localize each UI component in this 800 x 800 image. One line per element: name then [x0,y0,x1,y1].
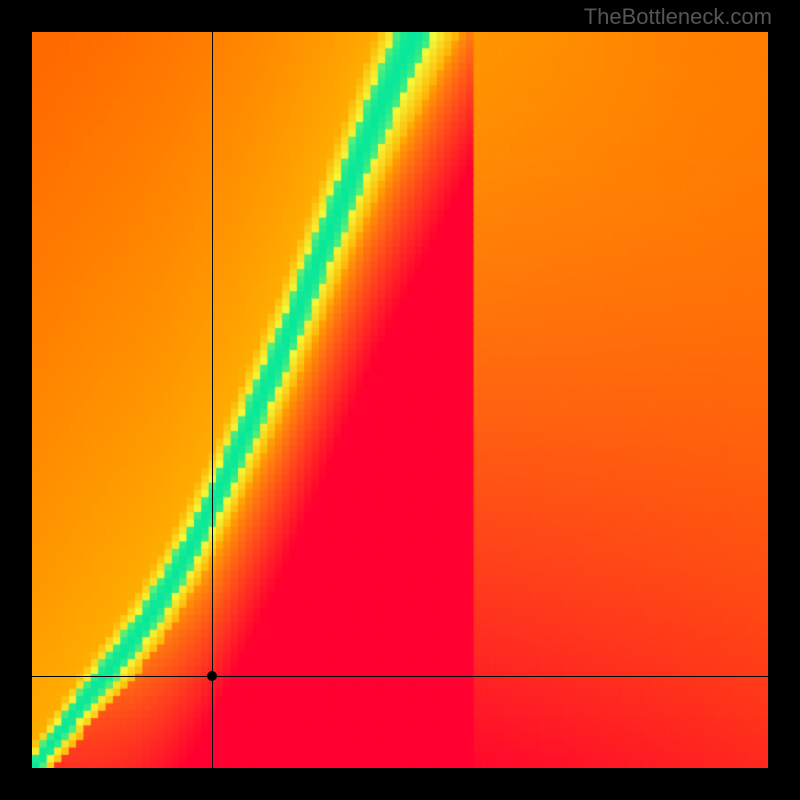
crosshair-vertical-line [212,32,213,768]
bottleneck-heatmap [32,32,768,768]
root-container: TheBottleneck.com [0,0,800,800]
watermark-text: TheBottleneck.com [584,4,772,30]
heatmap-plot-area [32,32,768,768]
crosshair-marker-dot [207,671,217,681]
crosshair-horizontal-line [32,676,768,677]
